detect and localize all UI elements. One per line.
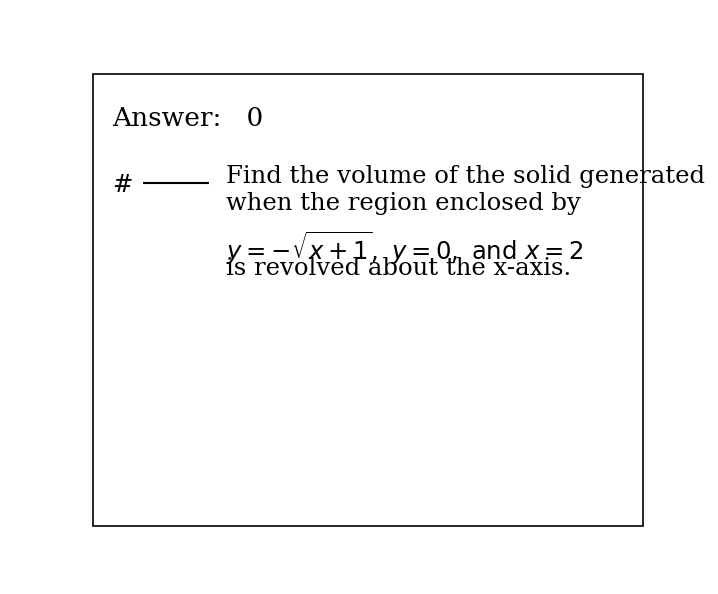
Text: Answer:   0: Answer: 0 [112, 106, 264, 131]
Text: $y = {-}\sqrt{x+1},\ y = 0,\ \mathrm{and}\ x = 2$: $y = {-}\sqrt{x+1},\ y = 0,\ \mathrm{and… [226, 229, 584, 267]
Text: #: # [112, 174, 132, 197]
Text: is revolved about the x-axis.: is revolved about the x-axis. [226, 257, 572, 280]
Text: Find the volume of the solid generated: Find the volume of the solid generated [226, 165, 705, 188]
Text: when the region enclosed by: when the region enclosed by [226, 192, 581, 216]
